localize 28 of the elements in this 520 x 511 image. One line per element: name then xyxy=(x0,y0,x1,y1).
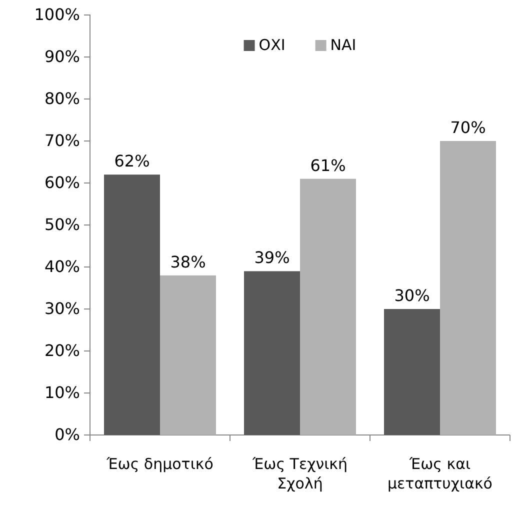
data-label: 70% xyxy=(450,118,486,137)
y-tick-label: 60% xyxy=(44,173,80,192)
legend-label: ΟΧΙ xyxy=(258,36,286,54)
data-label: 30% xyxy=(394,286,430,305)
y-tick-label: 10% xyxy=(44,383,80,402)
x-tick-label: Έως δημοτικό xyxy=(106,455,214,473)
y-tick-label: 100% xyxy=(34,5,80,24)
y-tick-label: 80% xyxy=(44,89,80,108)
data-label: 38% xyxy=(170,252,206,272)
data-label: 39% xyxy=(254,248,290,268)
y-tick-label: 70% xyxy=(44,131,80,150)
bar xyxy=(384,309,440,435)
x-tick-label: Έως και μεταπτυχιακό xyxy=(388,455,492,492)
data-label: 62% xyxy=(114,152,150,171)
data-label: 61% xyxy=(310,156,346,175)
y-tick-label: 20% xyxy=(44,341,80,360)
legend-label: ΝΑΙ xyxy=(330,36,356,54)
y-tick-label: 0% xyxy=(54,425,80,444)
bar xyxy=(160,275,216,435)
bar xyxy=(244,271,300,435)
y-tick-label: 50% xyxy=(44,215,80,234)
bar xyxy=(300,178,356,435)
y-tick-label: 90% xyxy=(44,47,80,66)
y-tick-label: 40% xyxy=(44,257,80,276)
x-tick-label: Έως Τεχνική Σχολή xyxy=(251,455,348,492)
y-tick-label: 30% xyxy=(44,299,80,318)
bar xyxy=(440,141,496,435)
bar xyxy=(104,174,160,435)
